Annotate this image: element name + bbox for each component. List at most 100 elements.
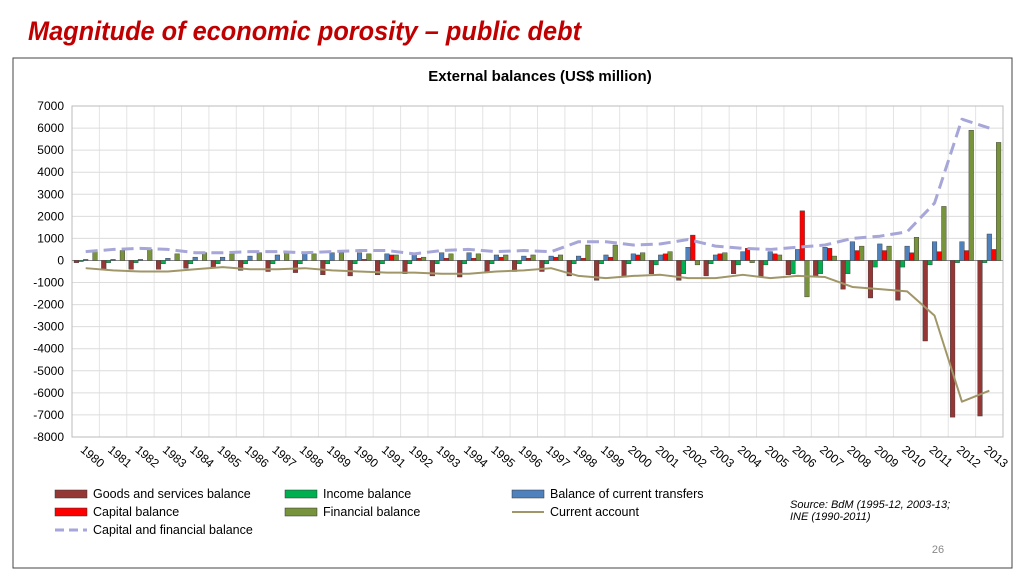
chart-frame: [12, 57, 1013, 569]
x-tick-label: 2000: [625, 443, 655, 471]
bar: [393, 254, 399, 261]
bar: [986, 233, 992, 261]
x-tick-label: 2011: [927, 443, 956, 471]
bar: [777, 254, 783, 261]
bar: [466, 252, 472, 261]
bar: [982, 260, 988, 263]
bar: [320, 260, 326, 276]
bar: [461, 260, 467, 264]
bar: [804, 260, 810, 298]
bar: [913, 237, 919, 261]
line-series: [85, 117, 990, 256]
bar: [899, 260, 906, 268]
y-tick-label: -2000: [33, 298, 64, 312]
bar: [133, 260, 139, 263]
bar: [548, 255, 554, 261]
bar: [580, 258, 586, 261]
y-tick-label: -4000: [33, 342, 64, 356]
x-tick-label: 1980: [78, 443, 108, 471]
x-tick-label: 1984: [187, 443, 217, 471]
bar: [585, 244, 591, 261]
bar: [690, 234, 696, 261]
bar: [525, 258, 531, 261]
bar: [256, 252, 262, 261]
bar: [795, 249, 801, 261]
bar: [188, 260, 194, 264]
bar: [521, 255, 527, 261]
bar: [936, 251, 942, 261]
y-tick-label: -3000: [33, 320, 64, 334]
x-tick-label: 2009: [872, 443, 902, 471]
legend-label: Capital and financial balance: [93, 523, 253, 537]
legend-label: Capital balance: [93, 505, 179, 519]
bar: [220, 256, 226, 261]
x-tick-label: 1993: [434, 443, 464, 471]
bar: [594, 260, 600, 281]
y-tick-label: 5000: [37, 143, 64, 157]
bar: [160, 260, 166, 264]
x-tick-label: 2007: [817, 443, 847, 471]
y-tick-label: -5000: [33, 364, 64, 378]
bar: [147, 249, 153, 261]
bar: [735, 260, 741, 266]
bar: [421, 256, 427, 261]
bar: [817, 260, 823, 274]
x-tick-label: 1982: [133, 443, 163, 471]
x-tick-label: 2001: [653, 443, 683, 471]
bar: [977, 260, 983, 417]
bar: [78, 260, 84, 262]
legend-label: Financial balance: [323, 505, 420, 519]
bar: [712, 254, 719, 261]
bar: [630, 253, 636, 261]
bar: [662, 253, 668, 261]
bar: [471, 258, 477, 261]
bar: [128, 260, 134, 270]
legend-label: Income balance: [323, 487, 411, 501]
bar: [790, 260, 796, 274]
legend-swatch: [284, 489, 318, 499]
bar: [379, 260, 385, 264]
bar: [384, 253, 390, 261]
bar: [667, 251, 673, 261]
bar: [895, 260, 901, 301]
legend-label: Current account: [550, 505, 639, 519]
x-tick-label: 2002: [680, 443, 710, 471]
bar: [311, 253, 317, 261]
x-tick-label: 1990: [352, 443, 382, 471]
bar: [192, 256, 198, 261]
bar: [448, 253, 454, 261]
x-tick-label: 2008: [844, 443, 874, 471]
bar: [297, 260, 303, 264]
bar: [867, 260, 873, 299]
bar: [274, 254, 280, 261]
bar: [767, 251, 773, 261]
legend-swatch: [511, 489, 545, 499]
bar: [927, 260, 933, 266]
bar: [402, 260, 408, 274]
x-tick-label: 2013: [981, 443, 1011, 471]
bar: [827, 248, 833, 261]
bar: [886, 245, 892, 261]
y-tick-label: 3000: [37, 187, 64, 201]
bar: [694, 260, 700, 266]
bar: [877, 243, 883, 261]
x-tick-label: 1996: [516, 443, 546, 471]
bar: [530, 254, 536, 261]
bar: [598, 260, 604, 264]
bar: [744, 248, 751, 261]
bar: [242, 260, 248, 264]
bar: [443, 258, 449, 261]
x-tick-label: 1988: [297, 443, 327, 471]
bar: [475, 253, 481, 261]
y-tick-label: 1000: [37, 231, 64, 245]
bar: [621, 260, 627, 278]
bar: [247, 255, 253, 261]
x-tick-label: 1987: [269, 443, 299, 471]
bar: [909, 252, 915, 261]
bar: [950, 260, 956, 418]
y-tick-label: 2000: [37, 209, 64, 223]
x-tick-label: 1989: [324, 443, 354, 471]
bar: [854, 250, 860, 261]
bar: [375, 260, 381, 276]
